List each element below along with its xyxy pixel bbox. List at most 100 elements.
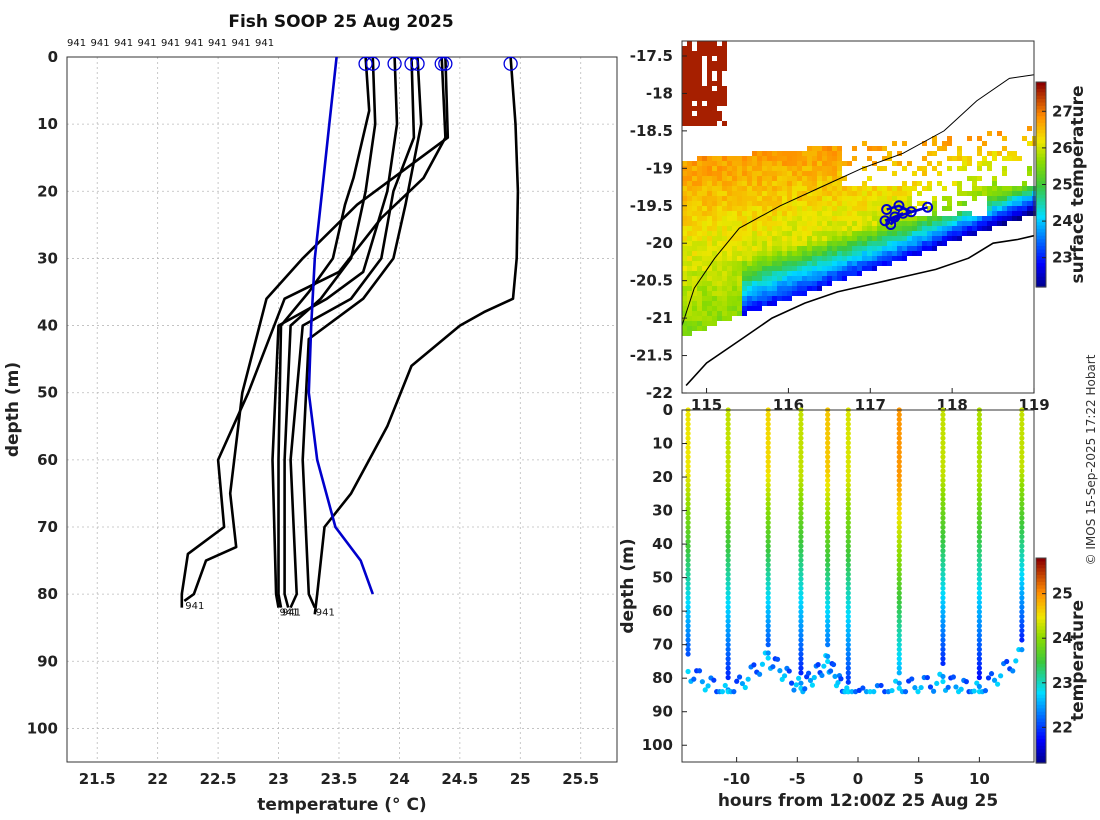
sst-pixel	[772, 286, 777, 291]
sst-pixel	[832, 276, 837, 281]
colorbar-segment	[1036, 585, 1046, 590]
sst-pixel	[772, 226, 777, 231]
sst-pixel	[732, 271, 737, 276]
section-point	[976, 449, 982, 455]
section-point	[691, 676, 697, 682]
map-y-tick-label: -18.5	[630, 122, 673, 140]
surface-marker	[503, 56, 518, 71]
section-point	[976, 444, 982, 451]
sst-pixel	[692, 321, 697, 326]
section-point	[976, 581, 982, 587]
sst-pixel	[722, 296, 727, 301]
colorbar-label: surface temperature	[1068, 85, 1088, 283]
sst-pixel	[807, 276, 812, 281]
sst-pixel	[807, 216, 812, 221]
sst-pixel	[792, 256, 797, 261]
sst-pixel	[752, 256, 757, 261]
section-point	[825, 585, 831, 591]
y-tick-label: 30	[37, 249, 58, 267]
sst-pixel	[942, 231, 947, 236]
colorbar-segment	[1036, 133, 1046, 138]
sst-pixel	[902, 221, 907, 226]
sst-pixel	[1017, 206, 1022, 211]
sst-pixel	[762, 256, 767, 261]
sst-pixel	[712, 181, 717, 186]
section-point	[976, 590, 982, 596]
sst-pixel	[682, 86, 687, 91]
sst-pixel	[722, 216, 727, 221]
sst-pixel	[827, 261, 832, 266]
sst-pixel	[1002, 211, 1007, 216]
section-point	[912, 685, 918, 691]
sst-pixel	[827, 256, 832, 261]
section-point	[711, 677, 717, 683]
section-point	[765, 613, 771, 620]
sst-pixel	[807, 246, 812, 251]
sst-pixel	[852, 196, 857, 201]
section-point	[798, 459, 804, 465]
sst-pixel	[817, 161, 822, 166]
section-point	[845, 590, 851, 596]
sst-pixel	[812, 181, 817, 186]
sst-pixel	[727, 266, 732, 271]
sst-pixel	[842, 216, 847, 221]
section-point	[825, 515, 831, 521]
section-point	[976, 538, 982, 545]
sst-pixel	[697, 311, 702, 316]
sst-pixel	[792, 186, 797, 191]
section-point	[1019, 449, 1025, 455]
section-point	[825, 477, 831, 483]
sst-pixel	[837, 186, 842, 191]
sst-pixel	[937, 241, 942, 246]
sst-pixel	[1027, 191, 1032, 196]
sst-pixel	[692, 306, 697, 311]
sst-pixel	[892, 196, 897, 201]
section-point	[825, 496, 831, 502]
section-point	[1019, 529, 1025, 535]
sst-pixel	[712, 276, 717, 281]
sst-pixel	[782, 241, 787, 246]
sst-pixel	[997, 216, 1002, 221]
section-point	[896, 623, 902, 629]
section-point	[825, 421, 831, 427]
sst-pixel	[772, 231, 777, 236]
sst-pixel	[707, 116, 712, 121]
sst-pixel	[922, 141, 927, 146]
section-point	[798, 585, 804, 591]
sst-pixel	[707, 226, 712, 231]
sst-pixel	[747, 206, 752, 211]
section-point	[845, 515, 851, 521]
sst-pixel	[897, 186, 902, 191]
sst-pixel	[1007, 156, 1012, 161]
section-point	[940, 618, 946, 624]
sst-pixel	[812, 271, 817, 276]
sst-pixel	[697, 206, 702, 211]
section-point	[1019, 627, 1025, 634]
sst-pixel	[977, 146, 982, 151]
sst-pixel	[777, 156, 782, 161]
sst-pixel	[987, 216, 992, 221]
section-point	[950, 674, 956, 680]
sst-pixel	[697, 86, 702, 91]
section-point	[765, 529, 771, 535]
sst-pixel	[832, 176, 837, 181]
sst-pixel	[737, 276, 742, 281]
section-point	[845, 656, 851, 662]
section-point	[825, 613, 831, 620]
section-point	[825, 571, 831, 577]
colorbar-segment	[1036, 691, 1046, 696]
sst-pixel	[827, 241, 832, 246]
section-point	[725, 613, 731, 620]
sst-pixel	[802, 216, 807, 221]
section-point	[765, 482, 771, 488]
map-x-tick-label: 117	[855, 396, 886, 414]
sst-pixel	[712, 206, 717, 211]
sst-pixel	[687, 106, 692, 111]
sst-pixel	[807, 236, 812, 241]
sst-pixel	[752, 181, 757, 186]
sst-pixel	[887, 151, 892, 156]
section-point	[985, 675, 992, 681]
colorbar-segment	[1036, 756, 1046, 761]
sst-pixel	[722, 46, 727, 51]
section-point	[940, 468, 946, 474]
